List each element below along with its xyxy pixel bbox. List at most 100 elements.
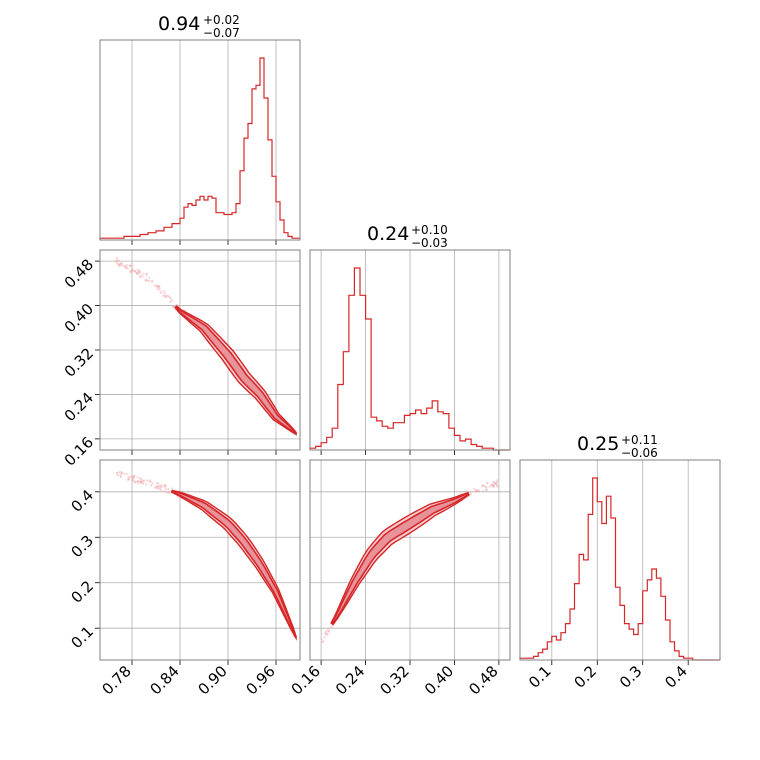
scatter-point — [164, 488, 167, 491]
title-p2-minus: −0.03 — [411, 236, 448, 250]
scatter-point — [492, 480, 495, 483]
y-tick-label: 0.32 — [61, 344, 97, 380]
y-tick-label: 0.16 — [61, 433, 97, 469]
y-tick-label: 0.48 — [61, 255, 97, 291]
scatter-point — [150, 484, 153, 487]
scatter-point — [164, 294, 167, 297]
scatter-point — [485, 486, 488, 489]
panel-frame — [99, 249, 301, 451]
x-tick-label: 0.4 — [661, 662, 691, 692]
scatter-point — [116, 471, 119, 474]
scatter-point — [125, 472, 128, 476]
scatter-point — [118, 471, 121, 474]
y-tick-label: 0.2 — [67, 577, 97, 607]
scatter-point — [145, 483, 148, 486]
scatter-point — [158, 288, 161, 291]
scatter-point — [171, 299, 174, 302]
scatter-point — [169, 297, 173, 300]
scatter-point — [133, 270, 136, 273]
scatter-point — [136, 480, 139, 483]
x-tick-label: 0.24 — [332, 662, 368, 698]
scatter-point — [469, 490, 472, 493]
scatter-point — [482, 489, 485, 493]
scatter-point — [145, 279, 148, 282]
contour-inner — [330, 492, 470, 626]
scatter-point — [165, 491, 168, 494]
x-tick-label: 0.2 — [571, 662, 601, 692]
scatter-point — [151, 279, 154, 282]
scatter-point — [323, 636, 326, 639]
scatter-point — [137, 482, 140, 485]
scatter-point — [168, 491, 171, 494]
title-p1-plus: +0.02 — [203, 13, 240, 27]
scatter-point — [169, 300, 172, 303]
title-p1: 0.94 — [158, 13, 200, 35]
scatter-point — [151, 482, 154, 485]
scatter-point — [117, 474, 120, 477]
title-p3-value: 0.25 — [577, 433, 619, 455]
x-tick-label: 0.16 — [288, 662, 324, 698]
x-tick-label: 0.96 — [242, 662, 278, 698]
scatter-point — [117, 264, 120, 267]
x-tick-label: 0.78 — [98, 662, 134, 698]
panel-frame — [309, 459, 511, 661]
scatter-point — [481, 484, 484, 487]
panel-frame — [99, 39, 301, 241]
scatter-point — [167, 295, 171, 298]
scatter-point — [133, 481, 137, 484]
scatter-point — [127, 478, 130, 481]
scatter-point — [145, 479, 148, 482]
panel-frame — [519, 459, 721, 661]
scatter-point — [325, 633, 328, 636]
scatter-point — [162, 490, 165, 493]
scatter-point — [131, 265, 134, 268]
panel-frames — [99, 39, 721, 661]
scatter-point — [125, 267, 128, 270]
scatter-point — [161, 484, 164, 487]
scatter-point — [470, 492, 473, 495]
panel-histograms — [99, 57, 720, 661]
title-p1-minus: −0.07 — [203, 26, 240, 40]
scatter-point — [322, 639, 325, 643]
scatter-point — [472, 487, 476, 490]
scatter-point — [157, 482, 160, 485]
scatter-point — [120, 471, 123, 474]
scatter-point — [139, 480, 142, 483]
scatter-point — [131, 475, 134, 478]
panel-contours — [170, 305, 470, 641]
y-tick-label: 0.3 — [67, 532, 97, 562]
title-p3-plus: +0.11 — [621, 433, 658, 447]
tick-labels: 0.78 0.84 0.90 0.96 0.16 0.24 0.32 0.40 0.48 0.1 0… — [61, 255, 691, 698]
scatter-point — [327, 629, 330, 632]
scatter-point — [129, 475, 132, 478]
scatter-point — [140, 477, 143, 481]
x-tick-label: 0.32 — [376, 662, 412, 698]
scatter-point — [494, 481, 497, 484]
scatter-point — [128, 264, 131, 267]
scatter-point — [490, 483, 493, 486]
scatter-point — [142, 479, 146, 482]
scatter-point — [119, 473, 123, 476]
scatter-point — [149, 480, 152, 483]
scatter-point — [138, 270, 141, 274]
title-p2-value: 0.24 — [367, 223, 409, 245]
x-tick-label: 0.3 — [616, 662, 646, 692]
scatter-point — [140, 481, 143, 484]
title-p2-plus: +0.10 — [411, 223, 448, 237]
scatter-point — [484, 488, 487, 491]
scatter-point — [115, 257, 118, 260]
scatter-point — [117, 259, 121, 262]
scatter-point — [496, 479, 499, 482]
scatter-point — [139, 276, 142, 279]
scatter-point — [492, 482, 495, 485]
scatter-point — [320, 637, 323, 641]
scatter-point — [157, 487, 160, 490]
scatter-point — [127, 476, 130, 479]
scatter-point — [135, 271, 138, 274]
scatter-point — [141, 275, 144, 278]
y-tick-label: 0.1 — [67, 623, 97, 653]
scatter-point — [133, 474, 136, 477]
scatter-point — [496, 485, 499, 488]
scatter-point — [492, 484, 496, 487]
